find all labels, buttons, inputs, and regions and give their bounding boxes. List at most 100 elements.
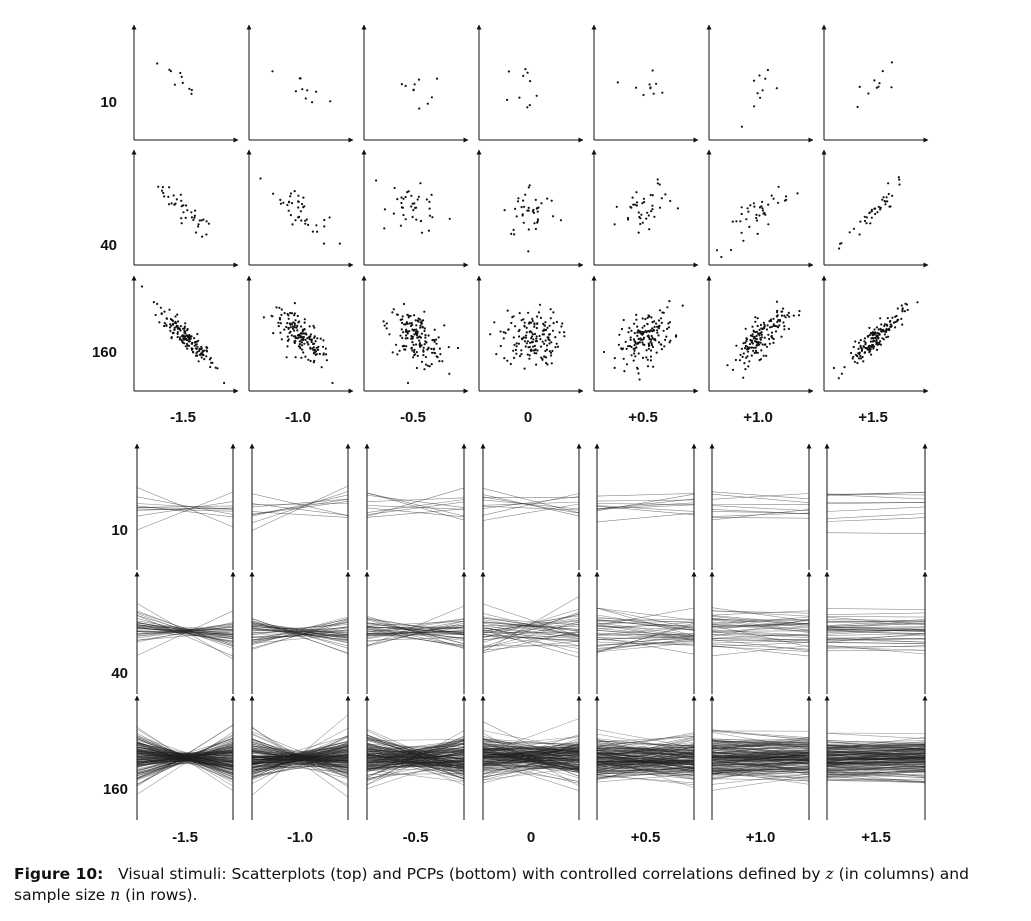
data-point xyxy=(539,345,543,348)
pcp-polyline xyxy=(482,751,580,771)
pcp-polyline xyxy=(136,744,234,774)
data-point xyxy=(287,201,291,204)
data-point xyxy=(657,334,660,337)
data-point xyxy=(172,332,175,335)
data-point xyxy=(747,210,750,213)
pcp-polyline xyxy=(136,746,234,771)
data-point xyxy=(321,345,325,348)
pcp-polyline xyxy=(251,748,349,761)
data-point xyxy=(766,68,770,72)
data-point xyxy=(523,340,527,343)
data-point xyxy=(563,331,566,334)
data-point xyxy=(745,339,748,343)
data-point xyxy=(435,355,438,358)
scatterplot-cell xyxy=(706,275,814,394)
data-point xyxy=(309,346,312,349)
pcp-polyline xyxy=(366,737,465,772)
pcp-polyline xyxy=(482,738,580,754)
pcp-polyline xyxy=(136,743,234,767)
data-point xyxy=(396,198,399,201)
pcp-polyline xyxy=(826,647,926,651)
pcp-polyline xyxy=(136,748,234,771)
data-point xyxy=(901,323,904,326)
data-point xyxy=(642,93,645,97)
data-point xyxy=(282,201,285,204)
data-point xyxy=(656,178,659,181)
data-point xyxy=(745,337,748,340)
pcp-polyline xyxy=(366,748,465,759)
pcp-polyline xyxy=(826,628,926,635)
data-point xyxy=(286,322,289,325)
data-point xyxy=(173,83,176,86)
data-point xyxy=(400,321,404,324)
pcp-polyline xyxy=(826,756,926,765)
data-point xyxy=(200,352,203,355)
pcp-polyline xyxy=(482,741,580,757)
pcp-polyline xyxy=(826,751,926,758)
data-point xyxy=(512,349,515,352)
pcp-polyline xyxy=(366,742,465,752)
pcp-polyline xyxy=(826,749,926,752)
data-point xyxy=(550,351,553,354)
data-point xyxy=(527,206,530,209)
pcp-polyline xyxy=(826,732,926,734)
data-point xyxy=(859,346,862,349)
data-point xyxy=(174,320,177,323)
data-point xyxy=(873,328,876,331)
data-point xyxy=(754,320,757,323)
pcp-polyline xyxy=(711,746,810,761)
data-point xyxy=(184,216,187,219)
pcp-polyline xyxy=(596,751,695,764)
pcp-polyline xyxy=(596,754,695,781)
pcp-polyline xyxy=(826,771,926,774)
data-point xyxy=(858,233,861,236)
pcp-cell xyxy=(136,487,234,531)
data-point xyxy=(753,337,756,340)
data-point xyxy=(667,326,671,329)
data-point xyxy=(522,199,525,202)
pcp-polyline xyxy=(826,631,926,634)
data-point xyxy=(885,327,888,331)
pcp-polyline xyxy=(482,742,580,768)
pcp-polyline xyxy=(711,758,810,773)
data-point xyxy=(416,330,419,333)
column-label: +1.5 xyxy=(858,409,888,426)
data-point xyxy=(783,199,787,202)
pcp-polyline xyxy=(482,630,580,658)
pcp-polyline xyxy=(251,511,349,518)
data-point xyxy=(660,348,664,351)
scatterplot-cell xyxy=(361,275,469,394)
pcp-polyline xyxy=(596,753,695,762)
data-point xyxy=(418,342,421,345)
pcp-polyline xyxy=(251,755,349,758)
data-point xyxy=(531,317,534,320)
pcp-polyline xyxy=(251,764,349,770)
pcp-polyline xyxy=(596,624,695,627)
pcp-polyline xyxy=(826,780,926,783)
pcp-polyline xyxy=(596,752,695,761)
pcp-polyline xyxy=(482,747,580,764)
data-point xyxy=(765,354,768,357)
pcp-polyline xyxy=(826,754,926,762)
data-point xyxy=(667,322,670,325)
pcp-polyline xyxy=(482,742,580,754)
data-point xyxy=(881,70,884,73)
pcp-polyline xyxy=(482,756,580,762)
pcp-polyline xyxy=(482,766,580,782)
pcp-polyline xyxy=(482,761,580,765)
pcp-polyline xyxy=(251,755,349,767)
pcp-polyline xyxy=(136,733,234,783)
pcp-polyline xyxy=(826,778,926,781)
pcp-polyline xyxy=(366,756,465,759)
pcp-polyline xyxy=(251,744,349,767)
pcp-polyline xyxy=(251,758,349,763)
data-point xyxy=(896,307,899,310)
pcp-polyline xyxy=(366,751,465,771)
pcp-polyline xyxy=(136,746,234,771)
data-point xyxy=(405,334,408,337)
pcp-polyline xyxy=(136,748,234,768)
data-point xyxy=(877,85,880,88)
pcp-polyline xyxy=(251,746,349,759)
data-point xyxy=(555,342,558,345)
pcp-polyline xyxy=(711,759,810,764)
